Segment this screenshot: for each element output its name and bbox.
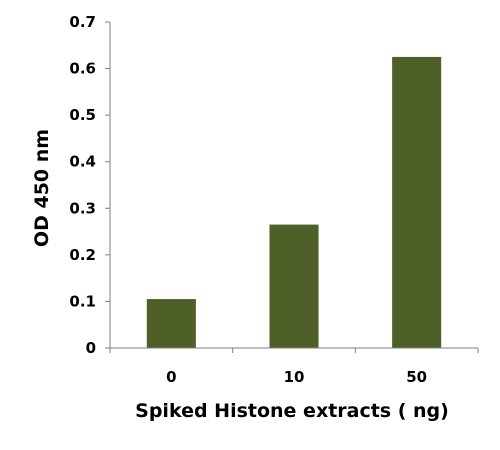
y-tick-label: 0.7 bbox=[69, 13, 96, 31]
x-tick-label: 10 bbox=[284, 368, 305, 386]
bar-10 bbox=[269, 224, 319, 348]
y-tick-label: 0 bbox=[86, 339, 96, 357]
y-axis-title: OD 450 nm bbox=[31, 129, 53, 247]
y-tick-label: 0.1 bbox=[69, 292, 96, 310]
x-axis-ticks: 0 10 50 bbox=[109, 348, 479, 386]
y-tick-label: 0.4 bbox=[69, 153, 96, 171]
y-axis-ticks: 0 0.1 0.2 0.3 0.4 0.5 0.6 0.7 bbox=[69, 13, 110, 357]
bar-0 bbox=[146, 299, 196, 348]
y-tick-label: 0.3 bbox=[69, 199, 96, 217]
bars bbox=[146, 56, 442, 349]
bar-50 bbox=[392, 56, 442, 349]
x-tick-label: 50 bbox=[406, 368, 427, 386]
y-tick-label: 0.5 bbox=[69, 106, 96, 124]
y-tick-label: 0.6 bbox=[69, 60, 96, 78]
y-tick-label: 0.2 bbox=[69, 246, 96, 264]
x-tick-label: 0 bbox=[166, 368, 176, 386]
x-axis-title: Spiked Histone extracts ( ng) bbox=[135, 400, 449, 422]
